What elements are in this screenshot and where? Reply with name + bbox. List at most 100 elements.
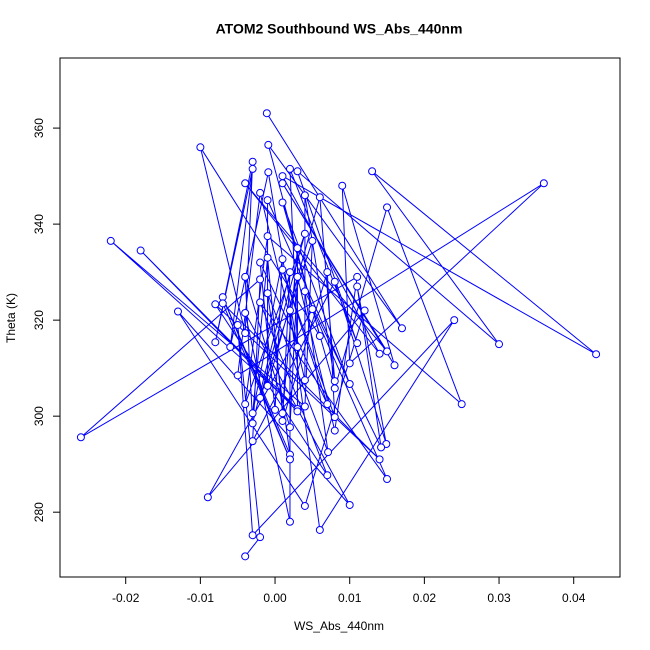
data-point <box>256 393 265 402</box>
data-point <box>323 471 332 480</box>
data-point <box>345 379 354 388</box>
data-point <box>278 198 287 207</box>
data-point <box>592 350 601 359</box>
plot-frame <box>59 57 621 578</box>
data-point <box>248 437 257 446</box>
data-point <box>278 416 287 425</box>
data-point <box>315 193 324 202</box>
x-tick-label: 0.04 <box>562 591 586 605</box>
data-point <box>300 376 309 385</box>
x-tick-label: 0.01 <box>338 591 362 605</box>
data-point <box>330 413 339 422</box>
data-point <box>241 179 250 188</box>
data-point <box>383 203 392 212</box>
data-point <box>263 196 272 205</box>
x-tick-label: -0.02 <box>112 591 140 605</box>
data-point <box>285 517 294 526</box>
data-point <box>233 320 242 329</box>
data-point <box>263 253 272 262</box>
x-tick-label: 0.03 <box>487 591 511 605</box>
data-point <box>241 552 250 561</box>
data-point <box>278 265 287 274</box>
data-point <box>278 179 287 188</box>
data-line <box>80 112 597 557</box>
data-point <box>248 419 257 428</box>
data-point <box>256 258 265 267</box>
data-point <box>248 531 257 540</box>
data-point <box>360 306 369 315</box>
data-point <box>338 181 347 190</box>
data-point <box>315 331 324 340</box>
data-point <box>256 533 265 542</box>
data-point <box>76 433 85 442</box>
data-point <box>106 236 115 245</box>
data-point <box>293 407 302 416</box>
data-point <box>495 340 504 349</box>
data-point <box>263 289 272 298</box>
data-point <box>308 305 317 314</box>
x-tick-label: 0.02 <box>413 591 437 605</box>
data-point <box>293 343 302 352</box>
data-point <box>264 168 273 177</box>
data-point <box>377 443 386 452</box>
data-point <box>278 255 287 264</box>
data-point <box>278 409 287 418</box>
data-point <box>293 167 302 176</box>
data-point <box>241 400 250 409</box>
data-point <box>241 272 250 281</box>
data-point <box>330 426 339 435</box>
y-tick-label: 320 <box>32 310 46 330</box>
data-point <box>383 347 392 356</box>
data-point <box>218 299 227 308</box>
data-point <box>285 423 294 432</box>
data-point <box>300 501 309 510</box>
data-point <box>390 361 399 370</box>
y-tick-label: 280 <box>32 502 46 522</box>
data-point <box>353 282 362 291</box>
data-point <box>353 339 362 348</box>
data-point <box>353 272 362 281</box>
data-point <box>368 167 377 176</box>
data-point <box>226 343 235 352</box>
data-point <box>211 338 220 347</box>
data-point <box>136 246 145 255</box>
data-point <box>241 329 250 338</box>
data-point <box>330 377 339 386</box>
data-point <box>285 164 294 173</box>
data-point <box>285 268 294 277</box>
data-point <box>383 475 392 484</box>
data-point <box>285 306 294 315</box>
data-point <box>262 109 271 118</box>
y-tick-label: 340 <box>32 214 46 234</box>
data-point <box>263 381 272 390</box>
y-tick-label: 300 <box>32 406 46 426</box>
data-point <box>450 316 459 325</box>
data-point <box>248 409 257 418</box>
data-point <box>539 179 548 188</box>
data-point <box>330 384 339 393</box>
data-point <box>345 359 354 368</box>
data-point <box>278 172 287 181</box>
data-point <box>211 300 220 309</box>
x-tick-label: 0.00 <box>263 591 287 605</box>
data-point <box>256 188 265 197</box>
data-point <box>323 400 332 409</box>
data-point <box>248 164 257 173</box>
y-axis-label: Theta (K) <box>4 293 18 343</box>
data-point <box>324 448 333 457</box>
data-point <box>375 455 384 464</box>
data-point <box>293 272 302 281</box>
data-point <box>315 525 324 534</box>
data-point <box>263 232 272 241</box>
data-point <box>397 324 406 333</box>
data-point <box>375 349 384 358</box>
data-point <box>241 308 250 317</box>
data-point <box>300 191 309 200</box>
data-point <box>300 229 309 238</box>
chart-title: ATOM2 Southbound WS_Abs_440nm <box>216 21 463 37</box>
data-point <box>285 455 294 464</box>
x-tick-label: -0.01 <box>187 591 215 605</box>
data-point <box>308 236 317 245</box>
data-point <box>300 287 309 296</box>
